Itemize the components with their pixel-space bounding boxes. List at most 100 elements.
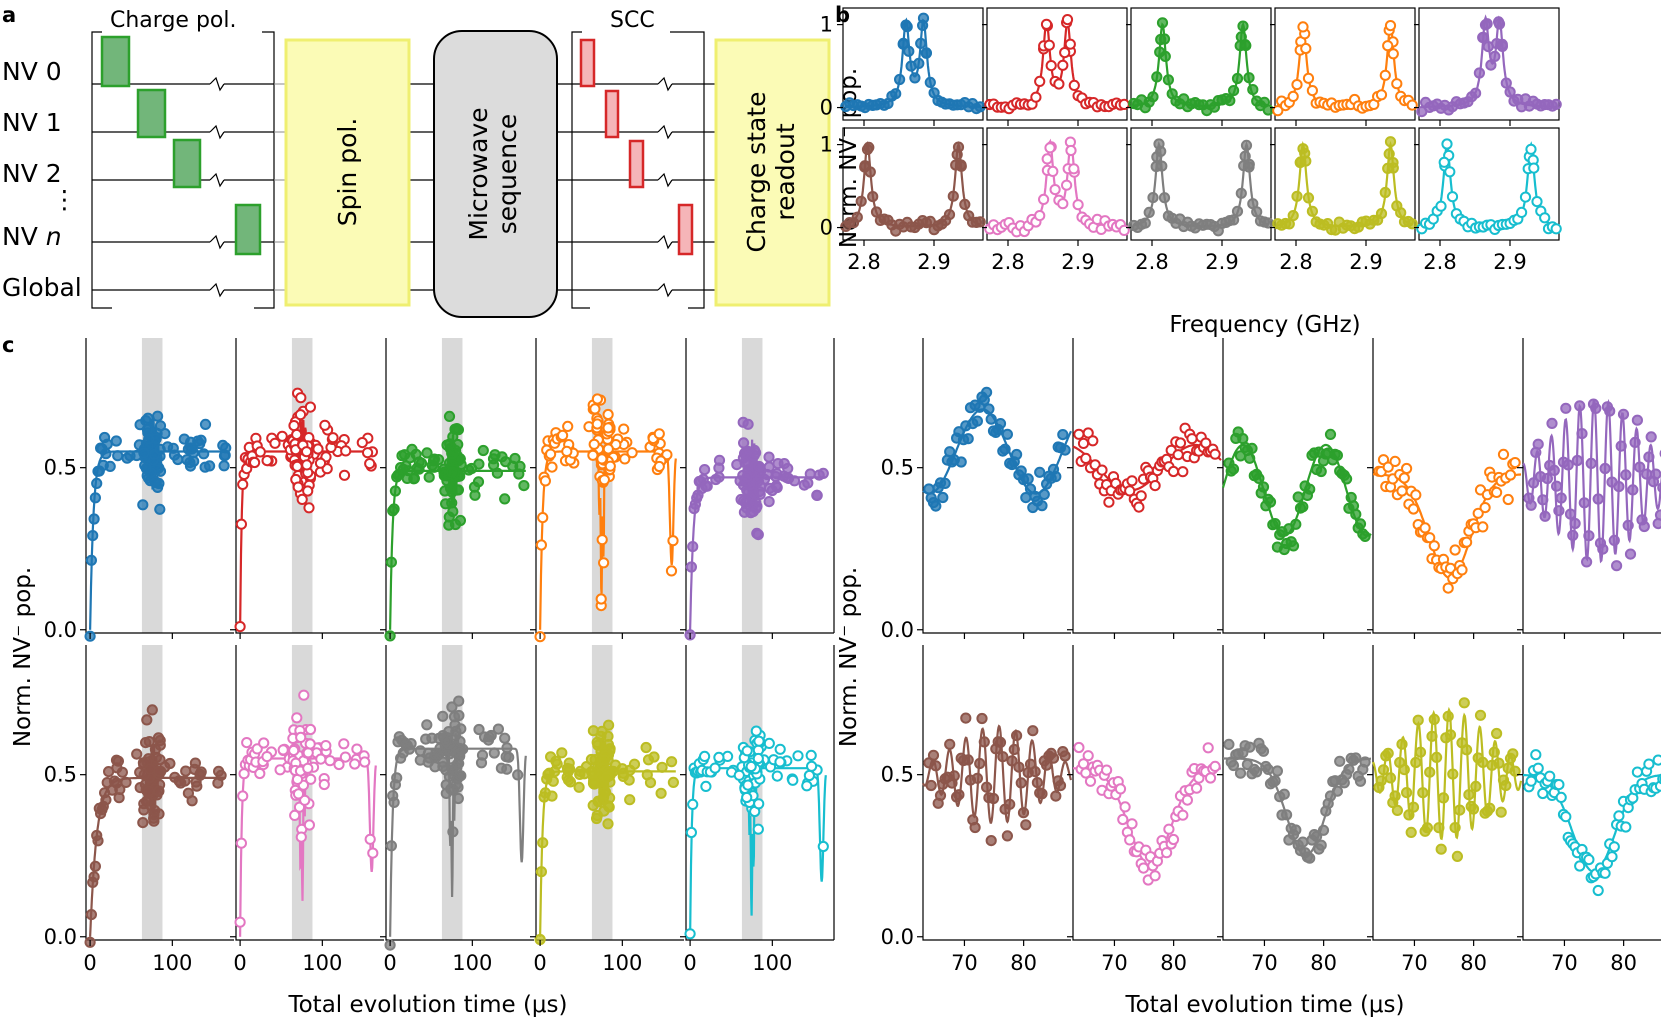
data-point — [923, 483, 935, 495]
data-point — [588, 775, 600, 787]
data-point — [296, 493, 308, 505]
microwave-label-line1: Microwave — [464, 107, 493, 240]
data-point — [1257, 481, 1270, 493]
break-mark — [209, 234, 225, 250]
data-point — [699, 464, 711, 476]
data-point — [801, 780, 813, 792]
data-point — [314, 457, 327, 469]
data-point — [1359, 756, 1371, 768]
data-point — [741, 471, 753, 483]
data-point — [900, 19, 912, 31]
data-point — [591, 393, 604, 405]
data-point — [1244, 741, 1256, 753]
data-point — [1458, 697, 1470, 709]
data-point — [439, 485, 451, 497]
data-point — [953, 789, 965, 801]
odmr-subplot-7: 2.8 2.9 — [1126, 127, 1274, 274]
data-point — [741, 791, 753, 804]
data-point — [292, 481, 304, 493]
data-point — [454, 453, 466, 465]
data-point — [655, 787, 667, 799]
data-point — [254, 767, 266, 780]
data-point — [1350, 752, 1362, 764]
data-point — [1315, 465, 1327, 478]
axes-frame — [1130, 127, 1272, 241]
data-point — [930, 500, 942, 512]
data-point — [774, 743, 786, 755]
data-point — [1574, 860, 1586, 872]
data-point — [1611, 560, 1623, 572]
data-point — [969, 821, 981, 834]
data-point — [1043, 39, 1055, 51]
data-point — [512, 769, 524, 781]
data-point — [811, 489, 823, 501]
echo-zoom-subplot-0: 0.0 0.5 — [881, 338, 1073, 642]
data-point — [1384, 772, 1397, 784]
data-point — [1391, 804, 1404, 817]
data-point — [1597, 543, 1609, 555]
x-tick-label: 2.8 — [991, 250, 1024, 274]
data-point — [1470, 87, 1482, 99]
data-point — [1375, 775, 1387, 787]
data-point — [101, 438, 113, 450]
data-point — [1001, 830, 1014, 842]
panel-c-right-xlabel: Total evolution time (μs) — [1124, 992, 1404, 1018]
data-point — [1020, 819, 1032, 831]
x-tick-label: 100 — [452, 951, 492, 975]
data-point — [499, 493, 511, 505]
data-point — [1532, 762, 1544, 774]
data-point — [1537, 787, 1549, 800]
data-point — [1343, 763, 1355, 775]
data-point — [1022, 473, 1034, 485]
data-point — [817, 840, 829, 853]
data-point — [701, 480, 713, 492]
data-point — [1479, 19, 1492, 31]
data-point — [1031, 777, 1044, 789]
data-point — [303, 502, 315, 514]
data-point — [1059, 750, 1071, 762]
panel-b-odmr: b Norm. NV⁻ pop. Frequency (GHz) 01012.8… — [820, 3, 1562, 338]
data-point — [909, 72, 921, 84]
data-point — [301, 459, 313, 471]
row-label-nv1: NV 1 — [2, 108, 62, 137]
data-point — [364, 458, 376, 470]
data-point — [1084, 775, 1097, 787]
data-point — [1306, 205, 1319, 217]
data-point — [1454, 804, 1466, 816]
data-point — [1126, 818, 1138, 830]
data-point — [754, 480, 766, 492]
data-point — [1643, 451, 1655, 463]
y-tick-label: 0 — [820, 216, 833, 240]
data-point — [1050, 790, 1062, 802]
x-tick-label: 2.8 — [1135, 250, 1168, 274]
data-point — [547, 775, 559, 787]
data-point — [952, 141, 965, 153]
data-point — [1449, 544, 1461, 556]
axes-frame — [986, 7, 1128, 121]
data-point — [154, 503, 166, 515]
odmr-subplot-3 — [1270, 7, 1418, 126]
data-point — [1485, 59, 1497, 71]
data-point — [1101, 764, 1113, 776]
data-point — [1560, 402, 1572, 414]
data-point — [468, 481, 481, 493]
data-point — [491, 467, 503, 479]
data-point — [617, 770, 629, 783]
data-point — [1041, 153, 1053, 165]
data-point — [1424, 532, 1436, 544]
data-point — [739, 456, 751, 469]
data-point — [804, 468, 816, 480]
data-point — [88, 513, 100, 525]
data-point — [1375, 89, 1388, 101]
data-point — [1599, 867, 1611, 879]
data-point — [1477, 31, 1489, 44]
data-point — [1583, 854, 1595, 866]
data-point — [1396, 738, 1408, 750]
data-point — [154, 420, 167, 432]
data-point — [1382, 461, 1394, 473]
data-point — [763, 496, 775, 508]
data-point — [806, 760, 818, 772]
data-point — [1583, 530, 1595, 542]
data-point — [750, 447, 762, 459]
axes-frame — [1130, 7, 1272, 121]
